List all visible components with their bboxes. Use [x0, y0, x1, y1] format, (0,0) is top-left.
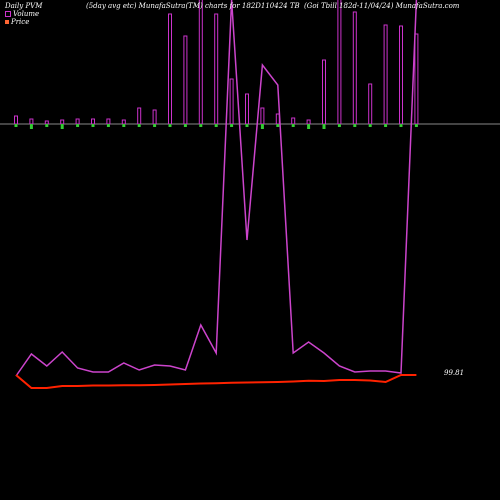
volume-bar [29, 118, 34, 125]
volume-bar [214, 13, 219, 125]
volume-sign-mark [245, 124, 249, 127]
price-line-series [15, 374, 417, 389]
volume-bar [106, 118, 111, 125]
volume-sign-mark [153, 124, 157, 127]
volume-bar [399, 25, 403, 125]
volume-bar [198, 0, 203, 125]
volume-bar [121, 119, 126, 125]
volume-sign-mark [384, 124, 388, 127]
volume-sign-mark [199, 124, 203, 127]
volume-sign-mark [353, 124, 357, 127]
volume-sign-mark [60, 124, 64, 129]
volume-sign-mark [137, 124, 141, 127]
volume-bar [260, 107, 265, 125]
volume-bar [368, 83, 373, 125]
volume-sign-mark [14, 124, 18, 127]
volume-bar [183, 35, 188, 125]
volume-sign-mark [230, 124, 234, 127]
volume-bar [152, 109, 157, 125]
legend-volume: Volume [5, 10, 39, 18]
volume-sign-mark [322, 124, 326, 129]
chart-title-left: Daily PVM [5, 2, 43, 10]
volume-sign-mark [291, 124, 295, 127]
chart-title-right: (Goi Tbill 182d-11/04/24) MunafaSutra.co… [304, 2, 460, 10]
volume-sign-mark [214, 124, 218, 127]
volume-bar [414, 33, 419, 125]
volume-bar [352, 11, 357, 125]
legend-price: Price [5, 18, 29, 26]
volume-sign-mark [168, 124, 172, 127]
volume-bar [291, 117, 296, 125]
volume-sign-mark [91, 124, 95, 127]
volume-bar [91, 118, 95, 125]
volume-line-series [15, 0, 418, 377]
volume-sign-mark [29, 124, 33, 129]
volume-bar [229, 78, 234, 125]
volume-sign-mark [276, 124, 280, 127]
volume-bar [245, 93, 249, 125]
volume-sign-mark [414, 124, 418, 127]
legend-volume-swatch [5, 11, 11, 17]
price-value-label: 99.81 [444, 369, 465, 377]
legend-price-label: Price [11, 18, 30, 26]
volume-bar [168, 13, 172, 125]
chart-title-center: (5day avg etc) MunafaSutra(TM) charts fo… [86, 2, 300, 10]
volume-bar [322, 59, 326, 125]
volume-bar [60, 119, 65, 125]
volume-sign-mark [368, 124, 372, 127]
volume-sign-mark [122, 124, 126, 127]
volume-sign-mark [76, 124, 80, 127]
volume-bars [14, 0, 419, 129]
volume-bar [337, 0, 342, 125]
legend-price-swatch [5, 20, 9, 24]
volume-bar [14, 115, 18, 125]
volume-bar [75, 118, 80, 125]
volume-bar [44, 120, 49, 125]
volume-sign-mark [307, 124, 311, 129]
volume-sign-mark [45, 124, 49, 127]
volume-sign-mark [399, 124, 403, 127]
volume-bar [383, 24, 388, 125]
volume-sign-mark [183, 124, 187, 127]
volume-bar [137, 107, 142, 125]
volume-sign-mark [106, 124, 110, 127]
volume-sign-mark [260, 124, 264, 129]
volume-bar [306, 119, 311, 125]
volume-sign-mark [337, 124, 341, 127]
legend-volume-label: Volume [13, 10, 40, 18]
